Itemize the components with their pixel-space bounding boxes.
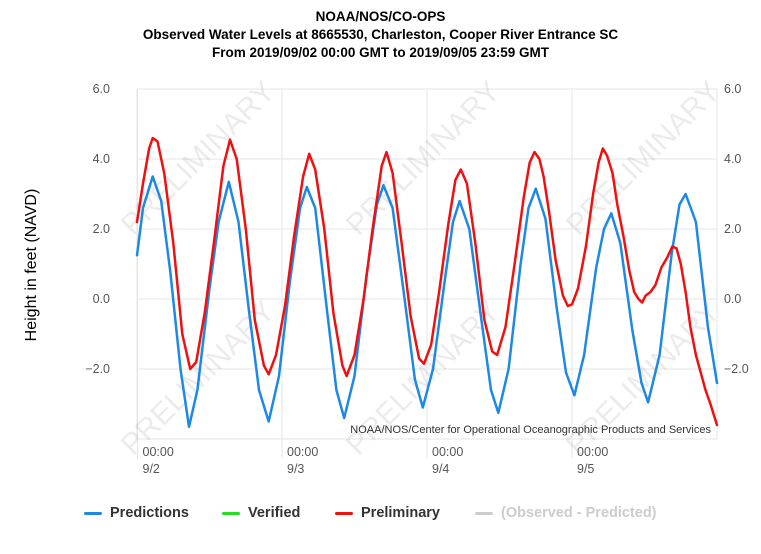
x-tick-time-label: 00:00 <box>432 445 463 459</box>
y-tick-label-right: 0.0 <box>724 292 741 306</box>
chart-title-agency: NOAA/NOS/CO-OPS <box>315 9 446 24</box>
y-tick-label-right: 4.0 <box>724 152 741 166</box>
chart-title-block: NOAA/NOS/CO-OPS Observed Water Levels at… <box>0 8 761 62</box>
axis-layer: 6.0 6.0 4.0 4.0 2.0 2.0 0.0 0.0 −2.0 −2.0 00:00 9/2… <box>85 82 748 476</box>
x-tick-time-label: 00:00 <box>143 445 174 459</box>
y-tick-label-right: 2.0 <box>724 222 741 236</box>
grid-layer <box>136 88 718 459</box>
watermark-text: PRELIMINARY <box>115 75 282 242</box>
legend-item-observed-minus-predicted[interactable]: (Observed - Predicted) <box>475 505 657 521</box>
y-tick-label-right: −2.0 <box>724 362 749 376</box>
watermark-text: PRELIMINARY <box>560 75 727 242</box>
x-tick-time-label: 00:00 <box>577 445 608 459</box>
y-tick-label-left: 0.0 <box>93 292 110 306</box>
legend-swatch <box>222 511 240 515</box>
legend-item-predictions[interactable]: Predictions <box>84 505 189 521</box>
y-tick-label-left: 2.0 <box>93 222 110 236</box>
chart-title-range: From 2019/09/02 00:00 GMT to 2019/09/05 … <box>212 45 549 60</box>
x-tick-time-label: 00:00 <box>287 445 318 459</box>
chart-legend: Predictions Verified Preliminary (Observ… <box>0 505 761 529</box>
y-tick-label-left: 6.0 <box>93 82 110 96</box>
legend-label: (Observed - Predicted) <box>501 505 657 521</box>
series-line-predictions <box>135 175 719 429</box>
legend-label: Preliminary <box>361 505 440 521</box>
series-layer <box>135 136 719 429</box>
x-tick-date-label: 9/5 <box>577 462 594 476</box>
legend-label: Predictions <box>110 505 189 521</box>
legend-swatch <box>335 511 353 515</box>
water-level-chart[interactable]: PRELIMINARY PRELIMINARY PRELIMINARYPRELIMI… <box>0 0 761 500</box>
credit-text: NOAA/NOS/Center for Operational Oceanogr… <box>350 424 711 436</box>
series-line-preliminary <box>135 136 719 427</box>
x-tick-date-label: 9/4 <box>432 462 449 476</box>
x-tick-date-label: 9/2 <box>143 462 160 476</box>
y-axis-label: Height in feet (NAVD) <box>23 189 40 342</box>
x-tick-date-label: 9/3 <box>287 462 304 476</box>
y-tick-label-right: 6.0 <box>724 82 741 96</box>
watermark-text: PRELIMINARY <box>340 75 507 242</box>
chart-title-station: Observed Water Levels at 8665530, Charle… <box>142 27 619 42</box>
legend-label: Verified <box>248 505 301 521</box>
legend-item-preliminary[interactable]: Preliminary <box>335 505 440 521</box>
legend-item-verified[interactable]: Verified <box>222 505 300 521</box>
y-tick-label-left: 4.0 <box>93 152 110 166</box>
legend-swatch <box>84 511 102 515</box>
y-tick-label-left: −2.0 <box>85 362 110 376</box>
legend-swatch <box>475 511 493 515</box>
